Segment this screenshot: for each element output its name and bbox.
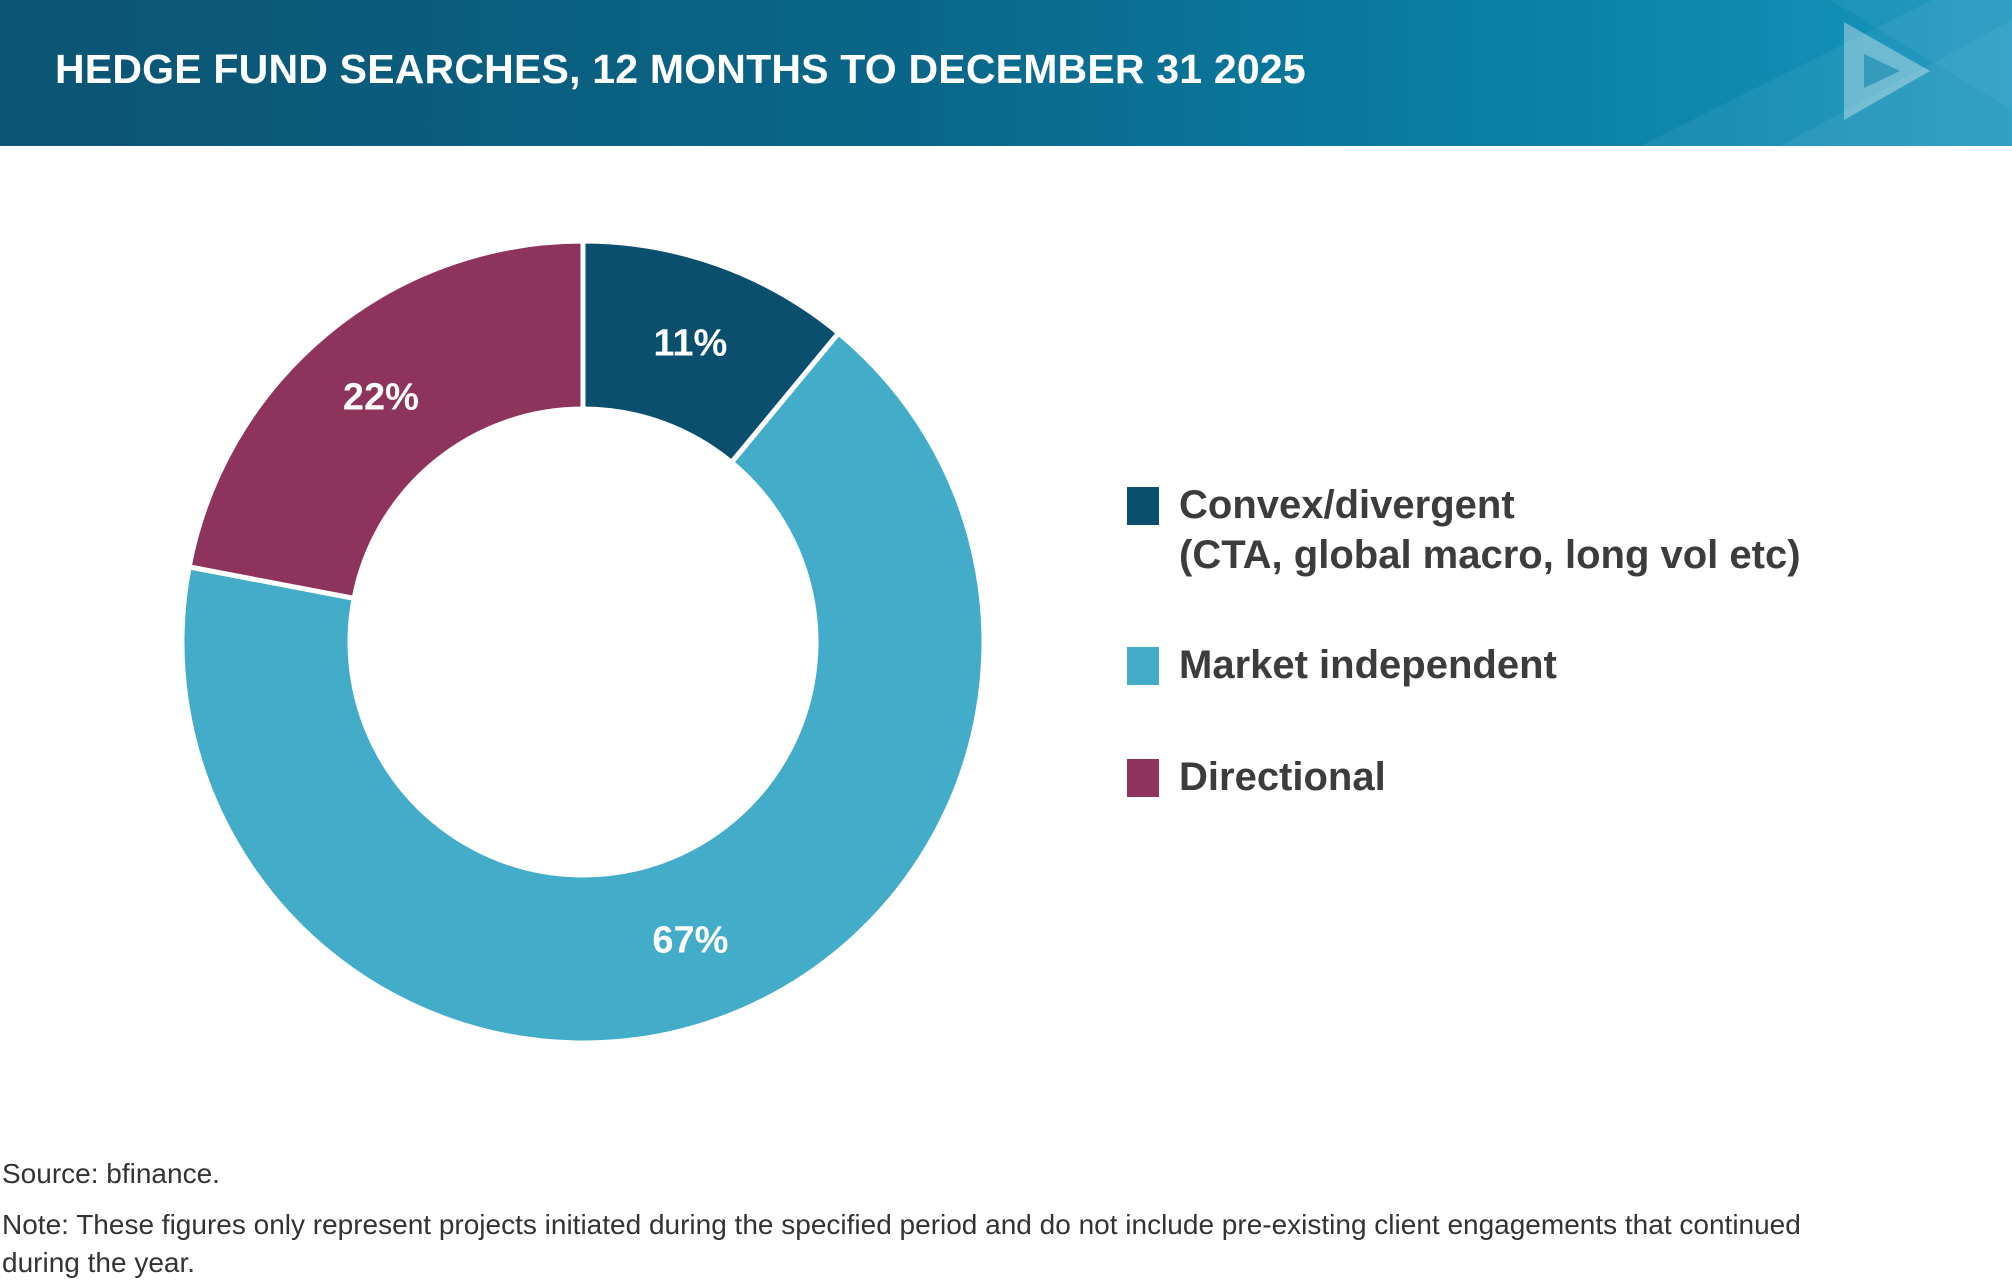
legend-label-line: Convex/divergent [1179, 483, 1515, 527]
donut-chart: 11% 67% 22% [179, 238, 987, 1046]
legend-swatch [1127, 647, 1159, 685]
legend-label-line: Market independent [1179, 643, 1557, 687]
slice-value-label-market-independent: 67% [652, 919, 728, 961]
slice-value-label-convex-divergent: 11% [653, 323, 727, 365]
header-decoration [1640, 0, 2012, 146]
donut-slice-market-independent [179, 329, 987, 1046]
legend-swatch [1127, 487, 1159, 525]
legend-label: Directional [1179, 752, 1386, 802]
source-note: Source: bfinance. [2, 1158, 220, 1189]
legend-label: Convex/divergent (CTA, global macro, long… [1179, 480, 1801, 580]
chart-header: HEDGE FUND SEARCHES, 12 MONTHS TO DECEMB… [0, 0, 2012, 146]
play-logo-icon [1844, 22, 1930, 120]
legend-swatch [1127, 759, 1159, 797]
legend-label-line: Directional [1179, 755, 1386, 799]
slice-value-label-directional: 22% [343, 377, 419, 419]
chart-title: HEDGE FUND SEARCHES, 12 MONTHS TO DECEMB… [55, 46, 1306, 92]
donut-slice-directional [186, 238, 586, 602]
legend-label: Market independent [1179, 640, 1557, 690]
footnote: Note: These figures only represent proje… [2, 1209, 1801, 1278]
legend-sublabel-line: (CTA, global macro, long vol etc) [1179, 533, 1801, 577]
